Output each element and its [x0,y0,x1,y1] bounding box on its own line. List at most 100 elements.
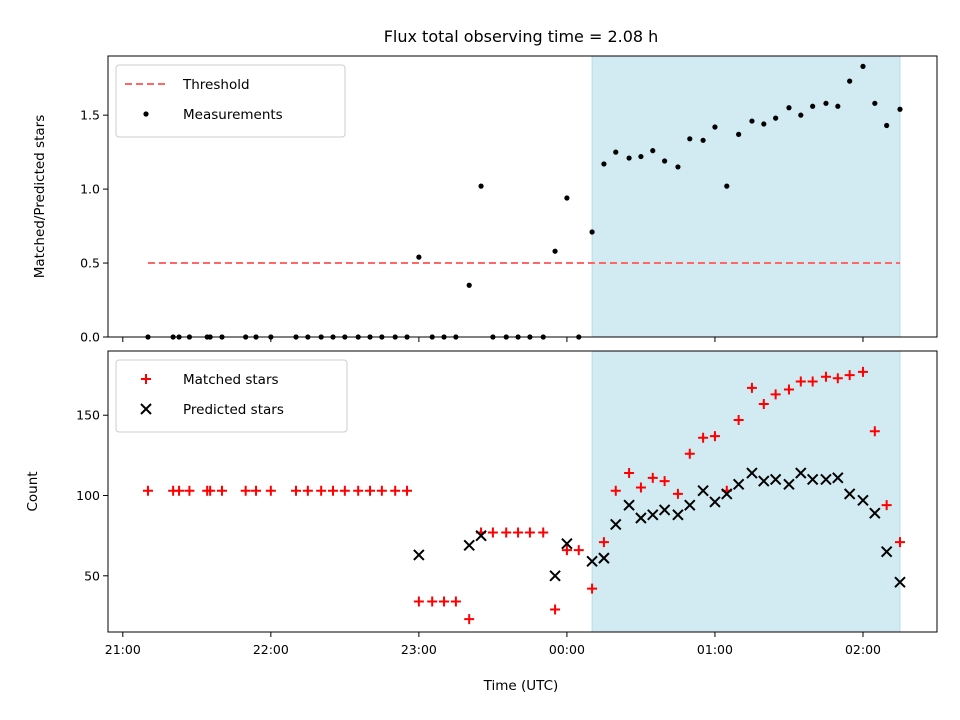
data-point [635,512,647,524]
y-axis-label: Count [25,471,41,511]
data-point [339,485,350,496]
data-point [810,103,816,109]
data-point [552,248,558,254]
data-point [427,596,438,607]
y-tick-label: 1.0 [80,182,100,197]
data-point [684,499,696,511]
data-point [662,158,668,164]
data-point [769,473,782,486]
data-point [709,431,720,442]
data-point [773,115,779,121]
data-point [466,282,472,288]
legend-box [115,359,348,433]
data-point [184,485,195,496]
data-point [758,398,769,409]
data-point [598,537,609,548]
data-point [623,499,635,511]
data-point [402,485,413,496]
data-point [416,254,422,260]
data-point [478,183,484,189]
legend-marker [143,111,149,117]
data-point [835,103,841,109]
data-point [844,370,855,381]
data-point [586,555,598,568]
y-tick-label: 0.5 [80,256,100,271]
data-point [487,527,498,538]
data-point [142,485,153,496]
legend-label: Matched stars [183,372,279,388]
data-point [783,384,794,395]
data-point [647,509,659,521]
data-point [638,153,644,160]
data-point [857,494,869,507]
legend-label: Measurements [183,107,283,123]
data-point [869,426,880,437]
data-point [684,448,695,459]
data-point [564,195,570,201]
data-point [549,570,561,582]
data-point [897,106,903,112]
data-point [328,485,339,496]
data-point [376,485,387,496]
x-tick-label: 01:00 [697,642,733,657]
data-point [786,105,792,111]
data-point [463,539,475,551]
data-point [624,468,635,479]
data-point [675,164,681,170]
data-point [550,604,561,615]
data-point [613,149,619,155]
data-point [635,482,646,493]
bottom-panel: 50 100 150 21:00 22:00 23:00 00:00 01:00 02:00 Co… [25,350,938,657]
shaded-region [591,55,901,338]
data-point [823,100,829,106]
legend-label: Predicted stars [183,402,284,418]
data-point [475,529,487,542]
data-point [205,485,216,496]
y-tick-label: 100 [76,488,100,503]
data-point [746,467,758,479]
x-axis-label: Time (UTC) [483,678,559,694]
data-point [894,576,906,588]
axes-frame [107,350,938,633]
data-point [672,509,684,521]
data-point [820,473,832,486]
series-matched-stars [142,366,905,625]
data-point [880,546,893,558]
data-point [251,485,262,496]
data-point [302,485,313,496]
data-point [587,583,598,594]
data-point [732,478,745,490]
data-point [783,478,795,490]
data-point [884,122,890,129]
data-point [761,121,767,127]
y-tick-label: 150 [76,408,100,423]
legend-marker [141,374,151,384]
data-point [881,500,892,511]
series-predicted-stars [413,467,906,588]
data-point [806,473,819,486]
data-point [872,100,878,106]
data-point [316,485,327,496]
data-point [174,485,185,496]
data-point [736,131,742,137]
data-point [240,485,251,496]
legend-label: Threshold [182,77,250,93]
data-point [820,371,831,382]
data-point [538,527,549,538]
data-point [843,488,856,500]
legend-box [115,64,346,138]
data-point [464,614,475,625]
data-point [795,467,807,479]
data-point [709,496,721,508]
data-point [758,475,770,487]
data-point [687,136,693,142]
data-point [598,552,610,564]
data-point [798,112,804,118]
data-point [601,161,607,167]
data-point [807,376,818,387]
x-tick-label: 00:00 [549,642,585,657]
legend: Threshold Measurements [115,64,346,138]
data-point [610,485,621,496]
data-point [626,155,632,161]
data-point [697,484,709,497]
